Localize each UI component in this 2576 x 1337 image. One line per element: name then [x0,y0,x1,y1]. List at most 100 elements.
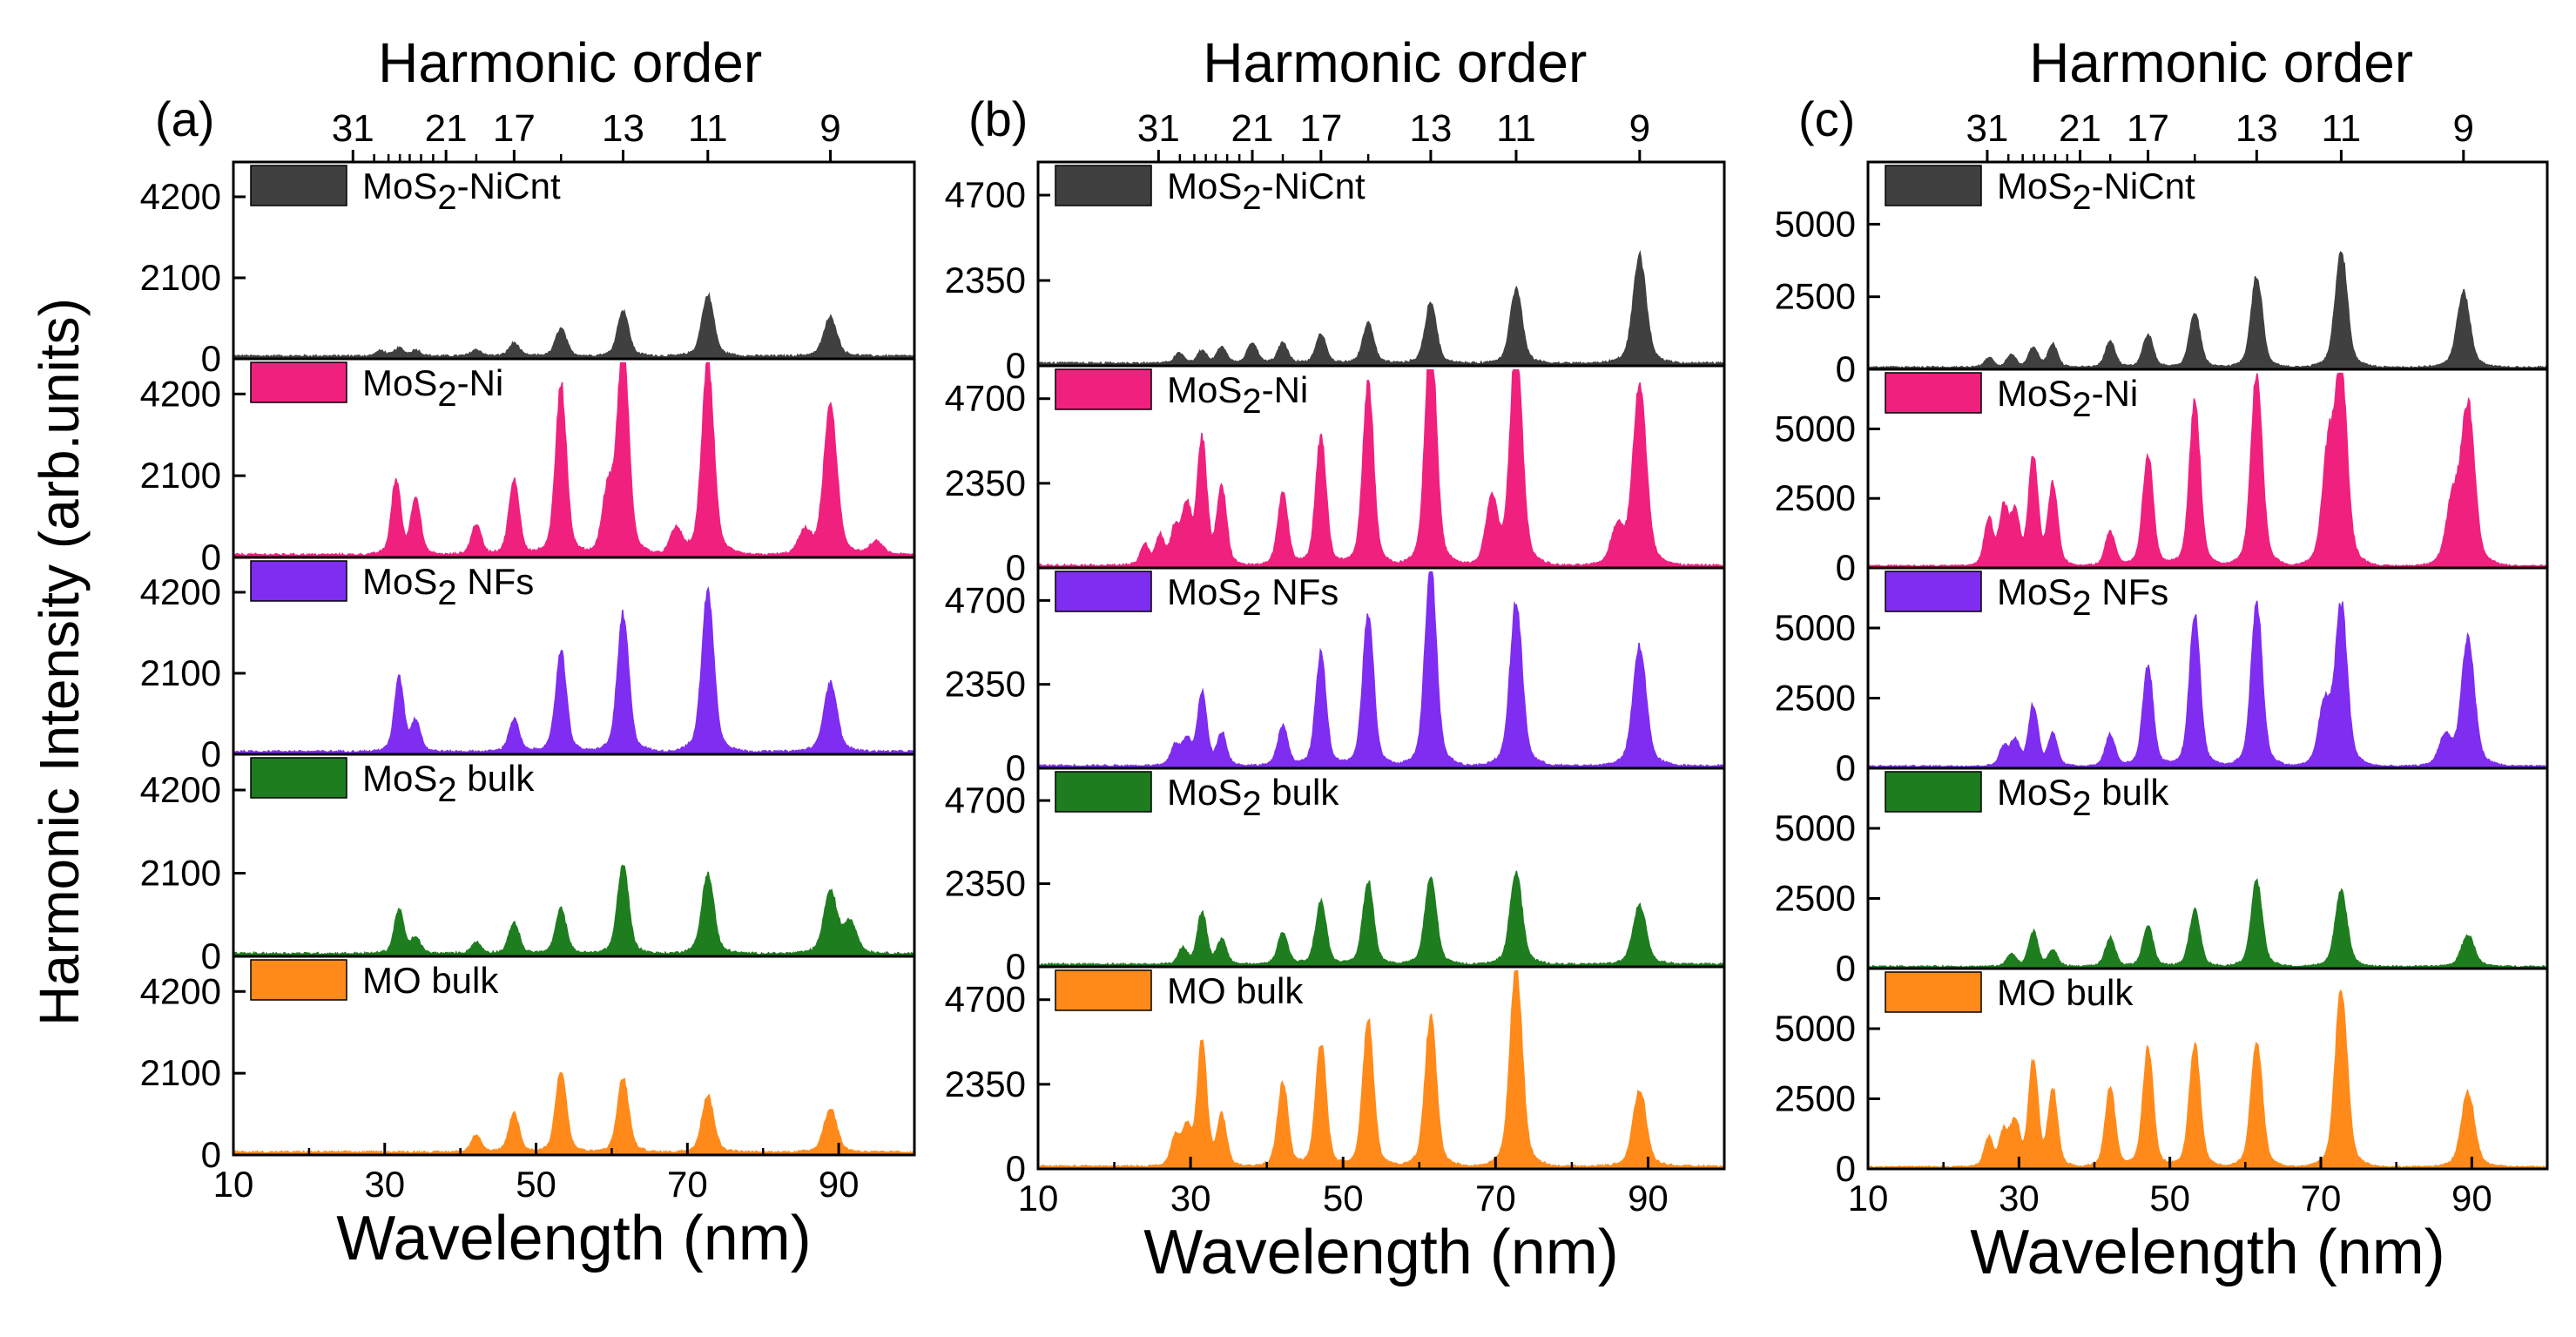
legend-swatch [1055,571,1152,612]
x-tick-label: 30 [1999,1178,2040,1219]
top-tick-label: 9 [2453,107,2474,150]
legend-label: MoS2 bulk [362,758,535,809]
x-tick-label: 10 [213,1164,254,1205]
spectrum-area [1867,372,2548,569]
subplot-frame [1866,967,2549,1171]
top-tick-label: 11 [1496,107,1536,150]
legend-label: MoS2-Ni [362,362,503,414]
y-tick-label: 2350 [945,664,1026,705]
legend-swatch [1055,771,1152,813]
top-tick-label: 17 [1299,107,1342,150]
legend-swatch [250,560,347,602]
spectrum-area [1867,600,2548,769]
y-tick-label: 2100 [140,455,221,496]
subplot-mos2-nicnt: 0 2500 5000 MoS2-NiCnt [1775,160,2549,389]
top-tick-label: 31 [1137,107,1180,150]
x-tick-label: 10 [1018,1178,1059,1219]
legend-swatch [1885,971,1982,1013]
y-tick-label: 2100 [140,257,221,298]
y-tick-label: 4200 [140,769,221,810]
subplot-frame [232,955,916,1157]
y-tick-label: 4200 [140,571,221,612]
x-tick-label: 90 [819,1164,860,1205]
subplot-mos2-bulk: 0 2350 4700 MoS2 bulk [945,766,1726,987]
y-tick-label: 0 [201,1134,221,1175]
y-tick-label: 2350 [945,260,1026,300]
spectrum-area [1867,251,2548,370]
subplot-mos2-bulk: 0 2100 4200 MoS2 bulk [140,753,916,976]
legend-swatch [1885,771,1982,813]
top-tick-label: 21 [1231,107,1274,150]
top-tick-label: 11 [2322,107,2362,150]
spectrum-area [233,864,915,957]
legend-swatch [1055,368,1152,410]
legend-label: MoS2-Ni [1167,369,1308,421]
x-axis-label: Wavelength (nm) [1143,1218,1619,1287]
legend-label: MO bulk [1997,972,2134,1013]
x-tick-label: 90 [2451,1178,2492,1219]
top-tick-label: 9 [1629,107,1650,150]
y-tick-label: 0 [1836,747,1856,788]
legend-swatch [1885,571,1982,612]
x-tick-label: 30 [364,1164,405,1205]
x-tick-label: 50 [516,1164,556,1205]
x-axis-label: Wavelength (nm) [1970,1218,2445,1287]
legend-swatch [1885,165,1982,206]
legend-label: MoS2 bulk [1167,772,1339,823]
subplot-mos2-ni: 0 2500 5000 MoS2-Ni [1775,368,2549,588]
subplot-mo-bulk: 0 2100 4200 MO bulk [140,955,916,1175]
top-tick-label: 17 [493,107,536,150]
subplot-mos2-ni: 0 2350 4700 MoS2-Ni [945,364,1726,588]
legend-label: MoS2-NiCnt [1997,165,2195,217]
y-tick-label: 4200 [140,176,221,217]
top-tick-label: 13 [2235,107,2278,150]
x-tick-label: 10 [1848,1178,1889,1219]
subplot-mo-bulk: 0 2500 5000 MO bulk [1775,967,2549,1189]
x-tick-label: 90 [1628,1178,1669,1219]
y-tick-label: 0 [201,338,221,379]
legend-swatch [1885,372,1982,414]
spectrum-area [233,292,915,360]
y-tick-label: 5000 [1775,408,1856,449]
spectrum-area [233,1071,915,1156]
y-tick-label: 0 [201,537,221,577]
top-tick-label: 13 [1409,107,1452,150]
legend-label: MO bulk [1167,970,1304,1011]
top-tick-label: 21 [425,107,468,150]
y-tick-label: 0 [1836,348,1856,389]
y-tick-label: 4700 [945,579,1026,620]
top-tick-label: 31 [1966,107,2008,150]
y-tick-label: 2100 [140,1052,221,1093]
y-tick-label: 0 [1006,547,1026,588]
legend-label: MO bulk [362,960,499,1001]
y-tick-label: 2350 [945,1064,1026,1104]
y-tick-label: 0 [201,733,221,774]
legend-swatch [1055,969,1152,1011]
figure-ylabel: Harmonic Intensity (arb.units) [28,298,91,1026]
y-tick-label: 5000 [1775,1008,1856,1049]
spectrum-area [1037,571,1725,769]
y-tick-label: 0 [1836,948,1856,989]
y-tick-label: 0 [1006,747,1026,788]
y-tick-label: 4700 [945,174,1026,215]
subplot-frame [1036,965,1726,1171]
y-tick-label: 0 [1006,1148,1026,1189]
y-tick-label: 2350 [945,463,1026,503]
x-tick-label: 50 [1323,1178,1364,1219]
x-tick-label: 70 [667,1164,708,1205]
subplot-mos2-nfs: 0 2100 4200 MoS2 NFs [140,556,916,774]
y-tick-label: 0 [1836,1148,1856,1189]
top-axis-title: Harmonic order [1203,31,1587,94]
y-tick-label: 2500 [1775,1078,1856,1119]
legend-label: MoS2 NFs [1997,571,2168,623]
y-tick-label: 5000 [1775,807,1856,848]
spectrum-area [1867,878,2548,969]
legend-label: MoS2-NiCnt [1167,165,1366,217]
panel-letter: (c) [1798,91,1855,146]
subplot-mos2-nfs: 0 2350 4700 MoS2 NFs [945,566,1726,788]
subplot-mos2-nicnt: 0 2100 4200 MoS2-NiCnt [140,160,916,379]
y-tick-label: 0 [201,935,221,976]
